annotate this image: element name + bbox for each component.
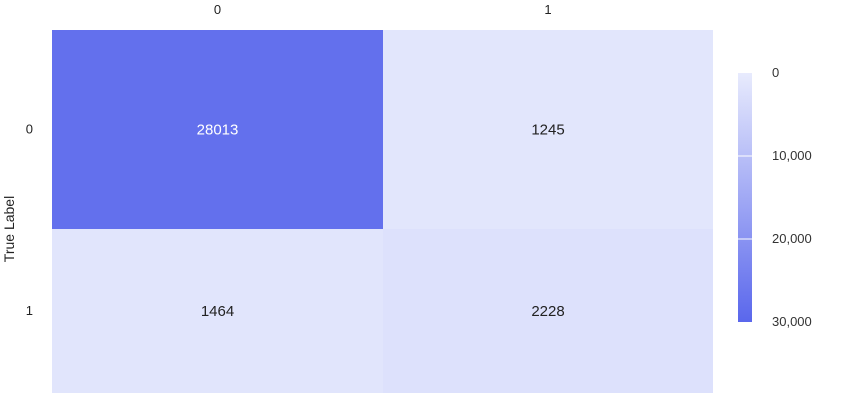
cell-value-label-r0-c0: 28013 (197, 122, 239, 139)
colorbar-tick-label-0: 0 (772, 65, 779, 80)
colorbar-tick-label-1: 10,000 (772, 148, 812, 163)
colorbar-ticks: 0 10,000 20,000 30,000 (738, 65, 812, 329)
colorbar-gradient (738, 73, 752, 322)
cell-value-label-r0-c1: 1245 (531, 122, 564, 139)
colorbar-tick-label-3: 30,000 (772, 314, 812, 329)
heatmap-cell-r1-c0 (52, 229, 383, 393)
y-axis-tick-labels: 01 (26, 122, 33, 319)
x-tick-label-1: 1 (544, 2, 551, 17)
heatmap-cell-r0-c1 (383, 30, 713, 229)
y-tick-label-1: 1 (26, 303, 33, 318)
colorbar: 0 10,000 20,000 30,000 (738, 65, 812, 329)
heatmap-cell-r0-c0 (52, 30, 383, 229)
y-axis-title: True Label (1, 196, 17, 262)
x-tick-label-0: 0 (214, 2, 221, 17)
y-tick-label-0: 0 (26, 122, 33, 137)
cell-value-label-r1-c1: 2228 (531, 303, 564, 320)
cell-value-label-r1-c0: 1464 (201, 303, 234, 320)
heatmap-cells (52, 30, 713, 393)
heatmap-cell-labels: 28013 1245 1464 2228 (197, 122, 565, 321)
colorbar-tick-label-2: 20,000 (772, 231, 812, 246)
heatmap-cell-r1-c1 (383, 229, 713, 393)
